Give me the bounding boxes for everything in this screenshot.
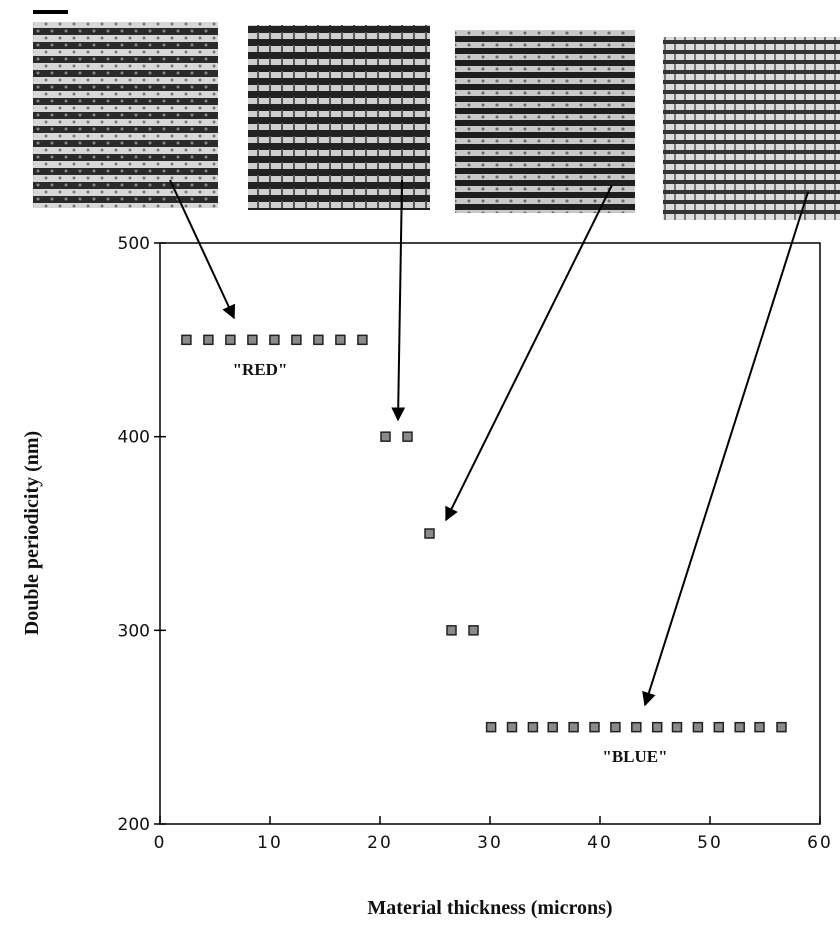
y-tick-label: 200 [118,815,150,835]
plot: 0 10 20 30 40 50 60 200 300 400 500 "RED" "BLUE" [118,234,833,853]
point [402,431,413,442]
point [776,721,787,733]
arrows [169,179,809,707]
point [181,334,192,346]
point [335,334,346,346]
x-tick-label: 50 [697,833,723,853]
point [247,334,258,346]
point [291,334,302,346]
annotation: "BLUE" [602,747,667,766]
x-tick-label: 20 [367,833,393,853]
point [225,334,236,346]
point [589,721,600,733]
arrow [642,191,809,707]
micrograph [455,30,635,213]
point [357,334,368,346]
point [424,528,435,539]
micrograph [33,22,218,208]
micrograph [248,25,430,210]
point [446,625,457,636]
point [203,334,214,346]
point [610,721,621,733]
point [269,334,280,346]
point [547,721,558,733]
x-tick-label: 40 [587,833,613,853]
point [527,721,539,733]
plot-frame [159,242,821,825]
x-tick-label: 10 [257,833,283,853]
point [713,721,725,733]
point [754,721,765,733]
arrow [445,184,613,522]
point [631,721,642,733]
point [651,721,663,733]
arrow [169,179,236,320]
point [468,625,479,636]
point [692,721,704,733]
y-tick-label: 300 [118,621,150,641]
micrograph [663,37,840,220]
point [734,721,745,733]
x-tick-label: 60 [807,833,833,853]
point [506,721,518,733]
point [380,431,391,442]
point [485,721,497,733]
y-tick-label: 500 [118,234,150,254]
x-tick-label: 0 [154,833,167,853]
y-axis-title: Double periodicity (nm) [21,431,43,635]
x-axis-title: Material thickness (microns) [367,897,612,919]
point [313,334,324,346]
annotation: "RED" [233,360,288,379]
y-tick-label: 400 [118,428,150,448]
arrow [391,179,406,422]
point [671,721,683,733]
point [568,721,579,733]
x-tick-label: 30 [477,833,503,853]
